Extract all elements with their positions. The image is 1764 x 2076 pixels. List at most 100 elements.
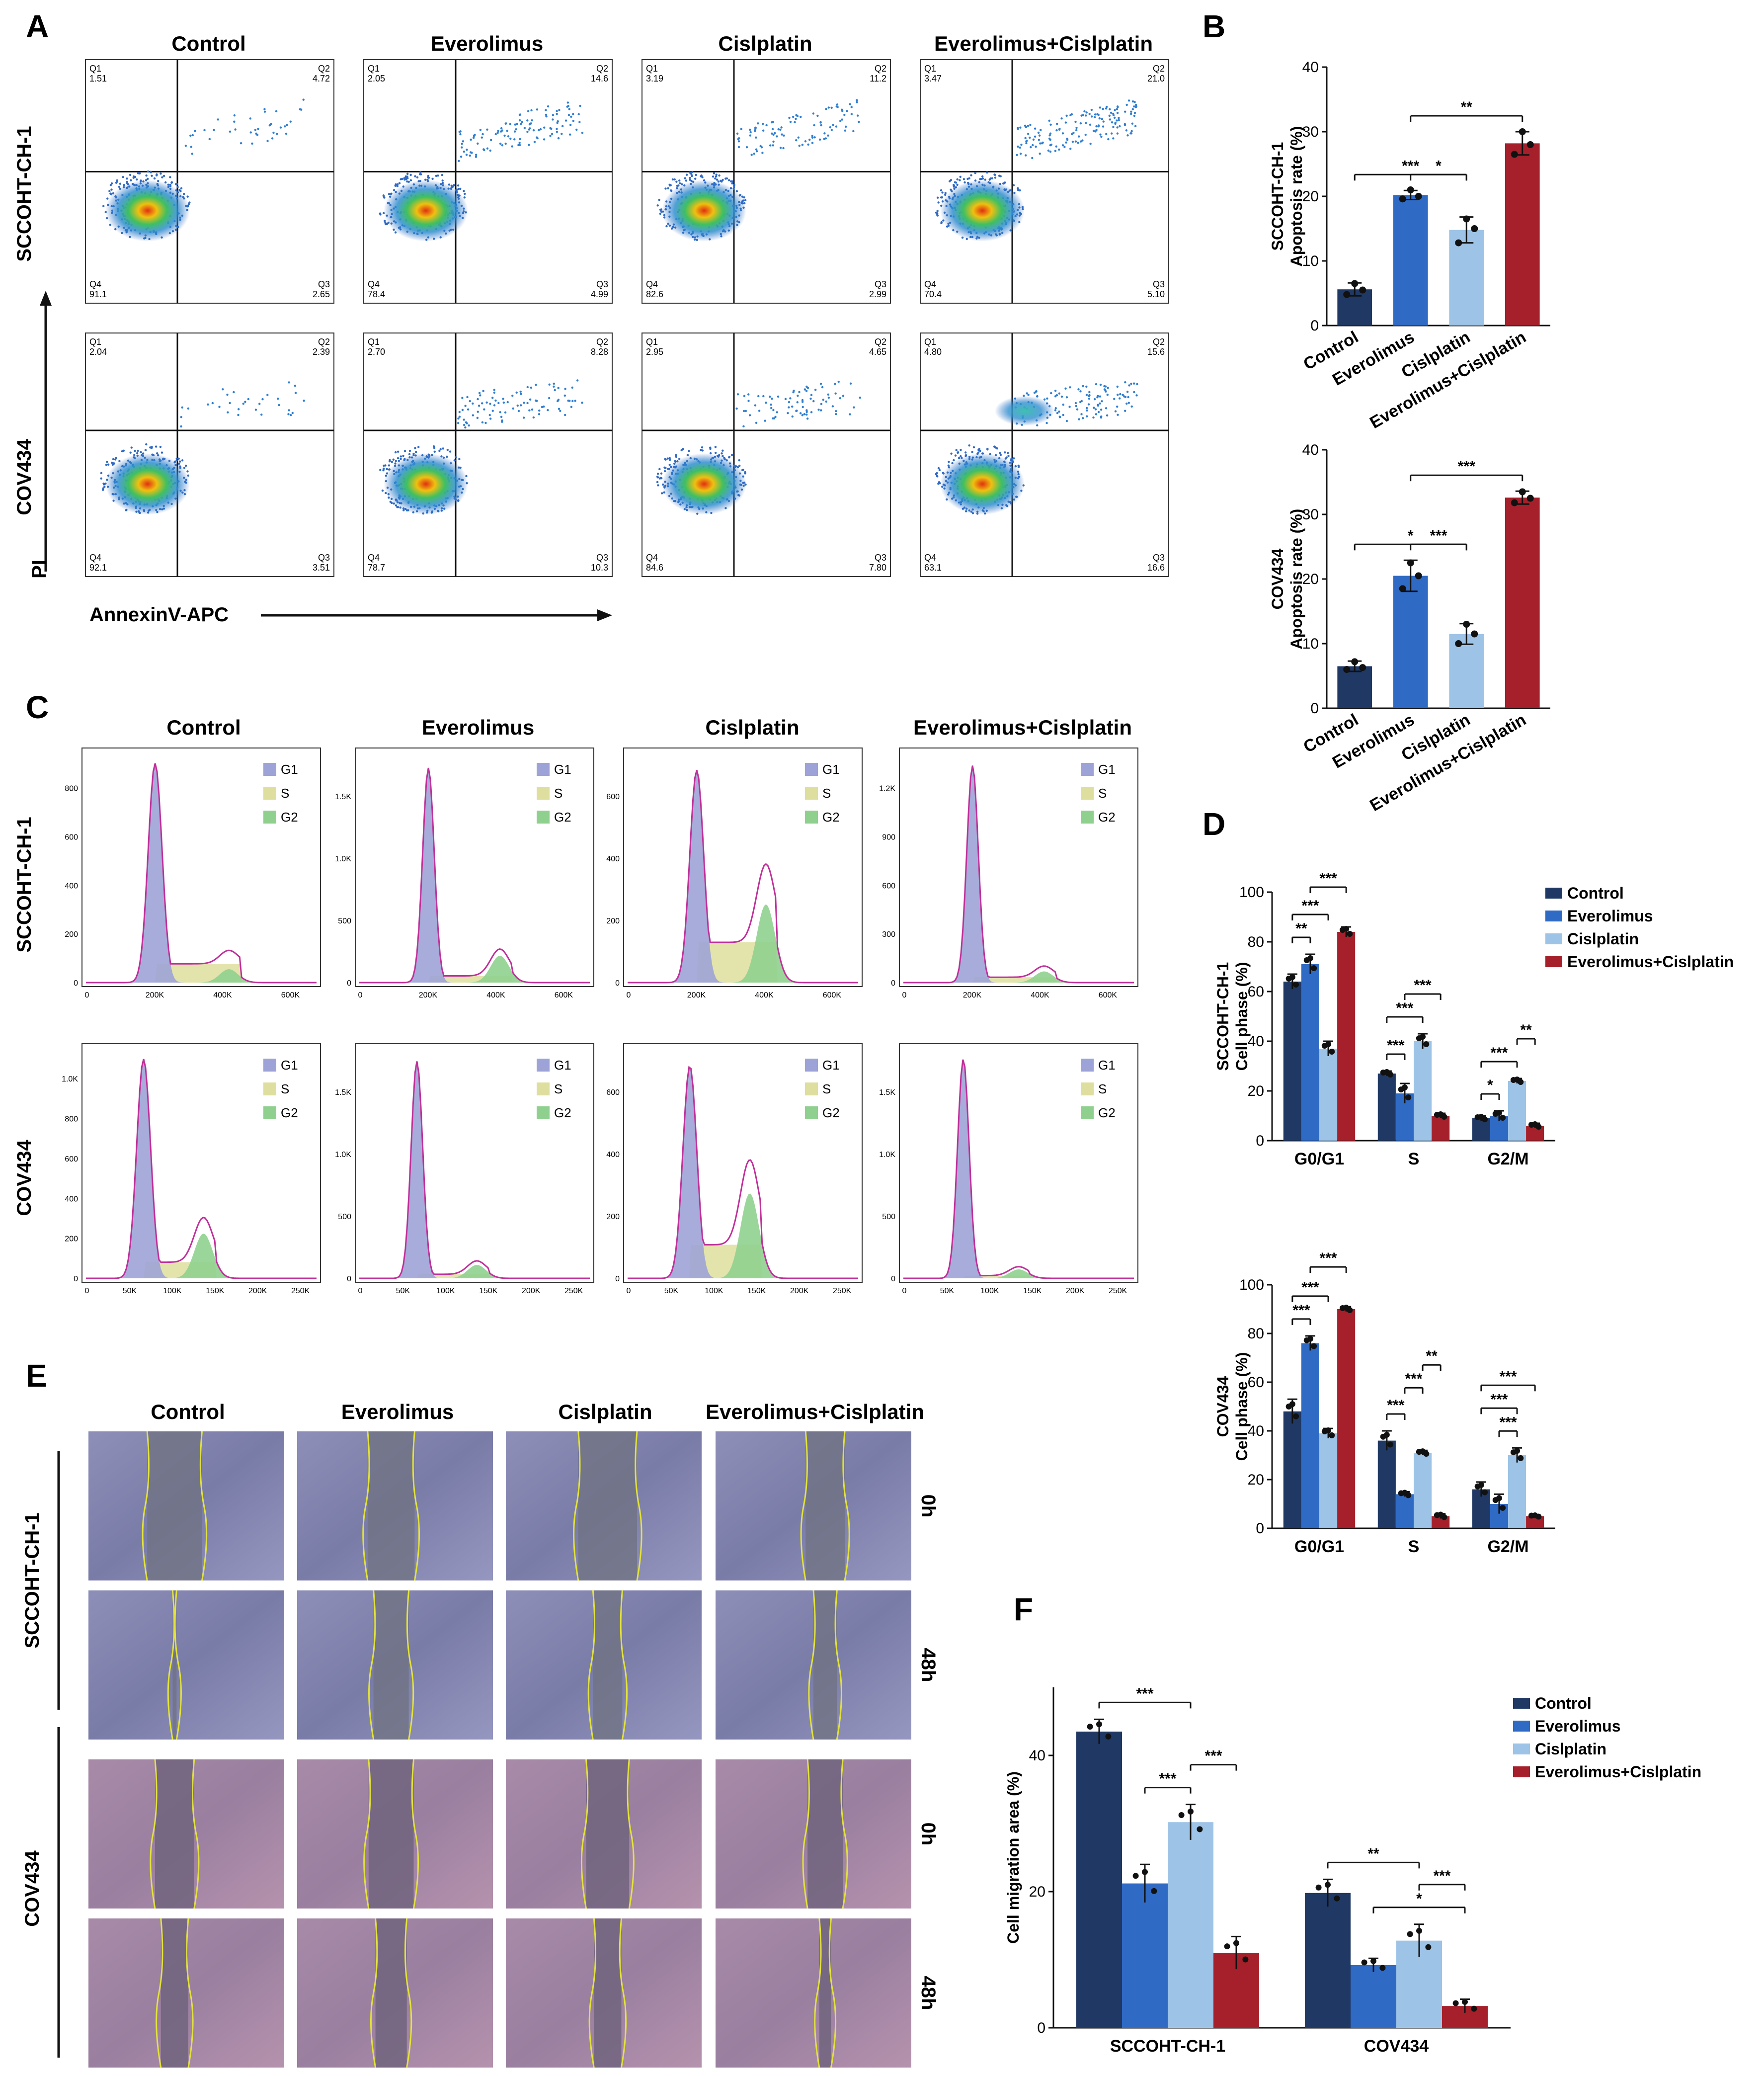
event-dot [174, 183, 177, 185]
event-dot [664, 187, 667, 190]
event-dot [690, 172, 692, 175]
event-dot [823, 138, 825, 140]
g2-phase-area [86, 1234, 317, 1278]
event-dot [797, 395, 799, 397]
event-dot [528, 144, 530, 146]
panel-e-col-title-everolimus: Everolimus [341, 1400, 454, 1423]
event-dot [237, 408, 240, 411]
event-dot [794, 121, 796, 124]
event-dot [1037, 131, 1040, 134]
significance-label: *** [1301, 898, 1319, 914]
x-tick-label: 250K [1109, 1287, 1127, 1295]
event-dot [491, 397, 494, 399]
wound-image-r1-c3 [506, 1431, 702, 1581]
event-dot [1095, 125, 1098, 128]
event-dot [957, 451, 960, 454]
event-dot [1101, 118, 1104, 120]
event-dot [1065, 419, 1068, 422]
panel-label-f: F [1014, 1591, 1033, 1627]
event-dot [941, 191, 944, 194]
data-point [1452, 2000, 1459, 2006]
data-point [1482, 1116, 1488, 1122]
event-dot [742, 469, 744, 471]
legend-swatch [1081, 763, 1094, 776]
event-dot [406, 172, 409, 175]
event-dot [526, 119, 529, 122]
event-dot [944, 192, 947, 194]
event-dot [1133, 391, 1135, 394]
event-dot [1040, 129, 1042, 131]
quadrant-name: Q3 [596, 279, 608, 289]
event-dot [458, 160, 460, 162]
event-dot [442, 447, 444, 450]
data-point [1518, 1455, 1524, 1461]
event-dot [825, 400, 827, 403]
event-dot [671, 178, 674, 181]
data-point [1343, 666, 1351, 673]
wound-image-r2-c1 [88, 1590, 284, 1740]
event-dot [1060, 117, 1063, 120]
event-dot [1019, 146, 1021, 149]
event-dot [791, 405, 794, 408]
histogram-r2-c1: 0 200 400 600 800 1.0K 0 50K 100K 150K 200K 250K G1 S… [62, 1043, 321, 1295]
quadrant-value: 78.4 [368, 289, 385, 299]
event-dot [247, 398, 249, 401]
y-axis-title: COV434Cell phase (%) [1214, 1352, 1251, 1461]
event-dot [810, 411, 813, 414]
data-point [1293, 1413, 1299, 1419]
event-dot [762, 129, 765, 132]
event-dot [1063, 146, 1066, 148]
legend-swatch [263, 1106, 276, 1119]
event-dot [101, 489, 104, 491]
event-dot [849, 413, 851, 415]
event-dot [1026, 392, 1028, 395]
event-dot [747, 400, 750, 402]
event-dot [691, 171, 694, 173]
y-tick-label: 40 [1029, 1747, 1045, 1764]
bar-g0-g1-cislplatin [1319, 1049, 1338, 1141]
x-category-label: G2/M [1487, 1537, 1528, 1556]
event-dot [772, 133, 775, 136]
time-label-0h: 0h [917, 1495, 939, 1518]
event-dot [114, 458, 117, 461]
event-dot [1105, 107, 1108, 110]
histogram-r1-c4: 0 300 600 900 1.2K 0 200K 400K 600K G1 S G2 [879, 747, 1138, 999]
x-tick-label: 0 [627, 991, 631, 999]
y-tick-label: 40 [1248, 1033, 1264, 1050]
event-dot [678, 179, 681, 182]
event-dot [673, 178, 676, 181]
data-point [1307, 1335, 1313, 1342]
event-dot [1078, 418, 1080, 420]
event-dot [953, 459, 955, 462]
event-dot [1038, 139, 1041, 141]
panel-label-e: E [26, 1358, 47, 1394]
event-dot [403, 450, 406, 452]
event-dot [402, 455, 404, 457]
event-dot [475, 156, 478, 158]
x-tick-label: 0 [85, 1287, 89, 1295]
event-dot [811, 142, 814, 144]
quadrant-name: Q3 [318, 279, 330, 289]
legend-label-everolimus-cislplatin: Everolimus+Cislplatin [1567, 953, 1734, 971]
event-dot [132, 175, 135, 178]
fit-curve [86, 763, 317, 984]
legend-swatch [1545, 911, 1562, 921]
event-dot [276, 133, 278, 135]
event-dot [814, 389, 817, 391]
wound-edge-line [167, 1590, 175, 1740]
data-point [1471, 225, 1478, 232]
x-tick-label: 50K [396, 1287, 410, 1295]
event-dot [229, 130, 232, 133]
event-dot [722, 449, 724, 452]
legend-swatch [537, 787, 550, 800]
event-dot [381, 489, 384, 492]
event-dot [1025, 154, 1027, 157]
significance-label: *** [1387, 1037, 1404, 1054]
x-tick-label: 200K [419, 991, 438, 999]
y-tick-label: 1.0K [335, 1151, 351, 1159]
event-dot [1135, 394, 1138, 397]
event-dot [950, 452, 953, 455]
